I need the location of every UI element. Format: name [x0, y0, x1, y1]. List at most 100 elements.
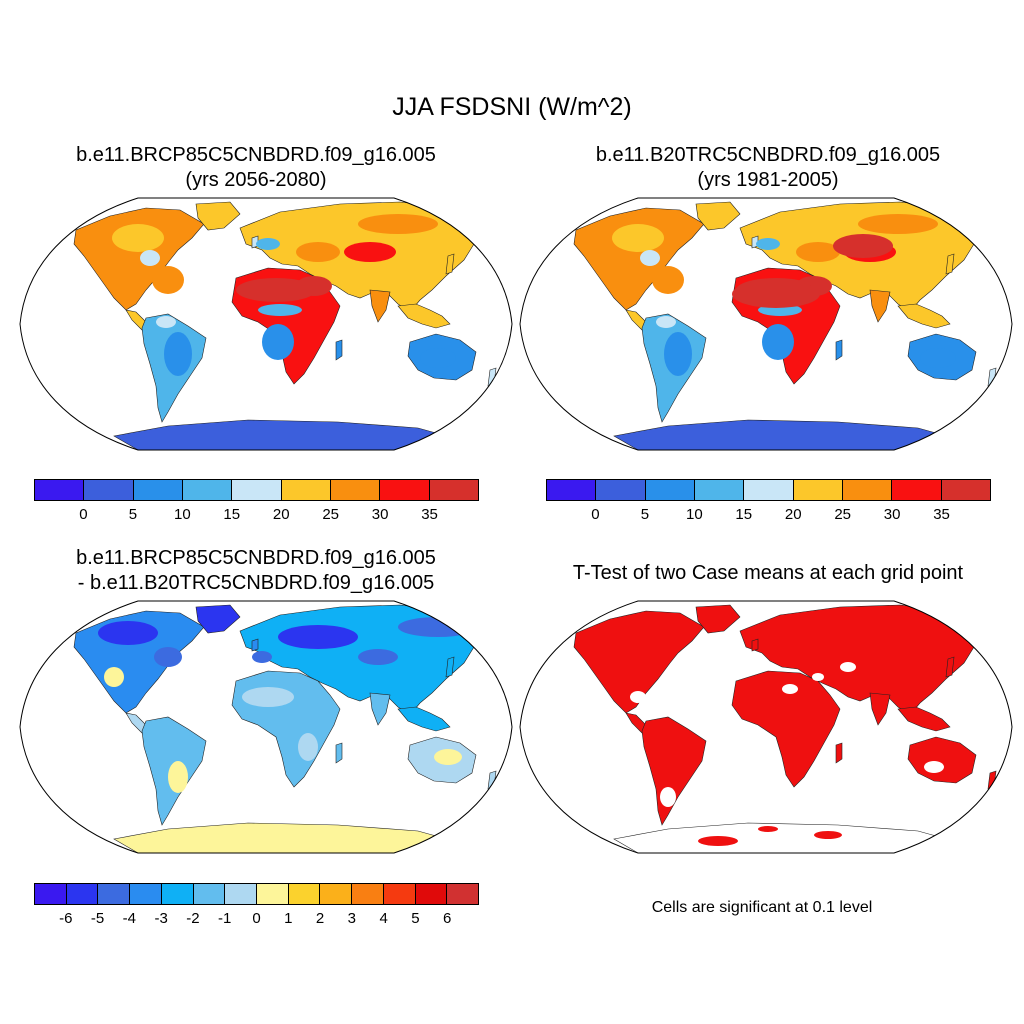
colorbar-historical-labels: 0 5 10 15 20 25 30 35 — [546, 506, 991, 526]
land-antarctica — [113, 822, 455, 853]
colorbar-swatch — [415, 884, 448, 904]
colorbar-tick-label: 5 — [640, 506, 650, 523]
panel-future-title: b.e11.BRCP85C5CNBDRD.f09_g16.005 — [76, 144, 436, 166]
field-blob — [420, 348, 456, 368]
colorbar-swatch — [380, 480, 430, 500]
colorbar-swatch — [35, 480, 85, 500]
colorbar-swatch — [232, 480, 282, 500]
land-india — [869, 289, 891, 323]
field-blob — [920, 348, 956, 368]
colorbar-swatch — [257, 884, 289, 904]
colorbar-swatch — [429, 480, 478, 500]
significance-note: Cells are significant at 0.1 level — [651, 899, 873, 916]
land-na — [73, 207, 205, 311]
land-japan — [945, 656, 955, 678]
colorbar-tick-label: -3 — [154, 910, 168, 927]
land-sa — [641, 716, 707, 826]
colorbar-tick-label: 10 — [685, 506, 703, 523]
colorbar-future-labels: 0 5 10 15 20 25 30 35 — [34, 506, 479, 526]
land-madagascar — [335, 742, 343, 764]
field-blob — [833, 234, 893, 258]
land-japan — [945, 253, 955, 275]
colorbar-tick-label: -1 — [218, 910, 232, 927]
field-blob — [858, 214, 938, 234]
map-ttest — [519, 600, 1013, 854]
colorbar-tick-label: 30 — [371, 506, 389, 523]
colorbar-swatch — [98, 884, 131, 904]
field-blob — [640, 250, 660, 266]
colorbar-swatch — [130, 884, 162, 904]
land-madagascar — [335, 339, 343, 361]
colorbar-tick-label: -6 — [59, 910, 73, 927]
map-outline — [519, 197, 1013, 451]
colorbar-tick-label: 3 — [347, 910, 357, 927]
field-blob — [278, 625, 358, 649]
map-outline — [519, 600, 1013, 854]
colorbar-swatch — [133, 480, 183, 500]
colorbar-tick-label: 10 — [173, 506, 191, 523]
colorbar-swatch — [281, 480, 331, 500]
map-historical — [519, 197, 1013, 451]
map-layer — [73, 604, 497, 853]
map-difference — [19, 600, 513, 854]
land-asia_se — [897, 303, 951, 329]
colorbar-tick-label: 35 — [933, 506, 950, 523]
colorbar-tick-label: -5 — [90, 910, 105, 927]
colorbar-swatch — [288, 884, 321, 904]
land-asia_se — [397, 706, 451, 732]
map-layer — [573, 604, 997, 853]
panel-future-subtitle: (yrs 2056-2080) — [185, 169, 327, 191]
colorbar-tick-label: 30 — [883, 506, 901, 523]
land-africa — [231, 670, 341, 788]
field-blob — [756, 238, 780, 250]
land-antarctica — [613, 822, 955, 853]
colorbar-tick-label: 35 — [421, 506, 438, 523]
colorbar-tick-label: 2 — [315, 910, 325, 927]
map-layer — [573, 201, 997, 450]
colorbar-swatch — [161, 884, 194, 904]
field-blob — [242, 687, 294, 707]
field-blob — [258, 304, 302, 316]
land-japan — [445, 656, 455, 678]
field-blob — [612, 224, 664, 252]
field-blob — [698, 836, 738, 846]
field-blob — [140, 250, 160, 266]
field-blob — [732, 280, 820, 308]
colorbar-tick-label: 5 — [128, 506, 138, 523]
field-blob — [296, 242, 340, 262]
field-blob — [262, 324, 294, 360]
colorbar-tick-label: -2 — [186, 910, 200, 927]
colorbar-swatch — [182, 480, 233, 500]
field-blob — [358, 649, 398, 665]
colorbar-tick-label: 5 — [411, 910, 420, 927]
land-india — [369, 289, 391, 323]
panel-difference-title: b.e11.BRCP85C5CNBDRD.f09_g16.005 — [76, 547, 436, 569]
land-japan — [445, 253, 455, 275]
field-blob — [434, 749, 462, 765]
field-blob — [664, 332, 692, 376]
field-blob — [758, 826, 778, 832]
colorbar-tick-label: 25 — [322, 506, 339, 523]
land-india — [869, 692, 891, 726]
map-future — [19, 197, 513, 451]
colorbar-tick-label: -4 — [122, 910, 137, 927]
colorbar-tick-label: 0 — [79, 506, 88, 523]
colorbar-tick-label: 0 — [591, 506, 600, 523]
field-blob — [924, 761, 944, 773]
colorbar-tick-label: 25 — [834, 506, 851, 523]
land-uk — [251, 638, 259, 652]
field-blob — [168, 761, 188, 793]
colorbar-swatch — [383, 884, 416, 904]
field-blob — [112, 224, 164, 252]
colorbar-swatch — [330, 480, 381, 500]
colorbar-swatch — [320, 884, 353, 904]
map-outline — [19, 600, 513, 854]
colorbar-tick-label: 6 — [443, 910, 452, 927]
field-blob — [344, 242, 396, 262]
colorbar-swatch — [225, 884, 258, 904]
colorbar-swatch — [352, 884, 384, 904]
field-blob — [236, 278, 316, 302]
field-blob — [152, 266, 184, 294]
land-greenland — [695, 604, 741, 634]
colorbar-swatch — [694, 480, 745, 500]
